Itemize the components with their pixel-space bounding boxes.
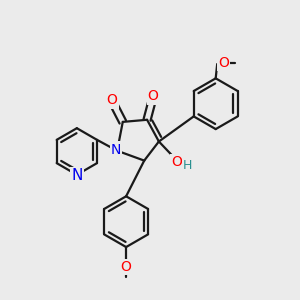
Text: O: O — [171, 155, 182, 170]
Text: N: N — [111, 142, 121, 157]
Text: O: O — [106, 93, 118, 107]
Text: O: O — [148, 89, 158, 103]
Text: N: N — [71, 169, 82, 184]
Text: O: O — [121, 260, 131, 274]
Text: O: O — [218, 56, 229, 70]
Text: H: H — [183, 159, 193, 172]
